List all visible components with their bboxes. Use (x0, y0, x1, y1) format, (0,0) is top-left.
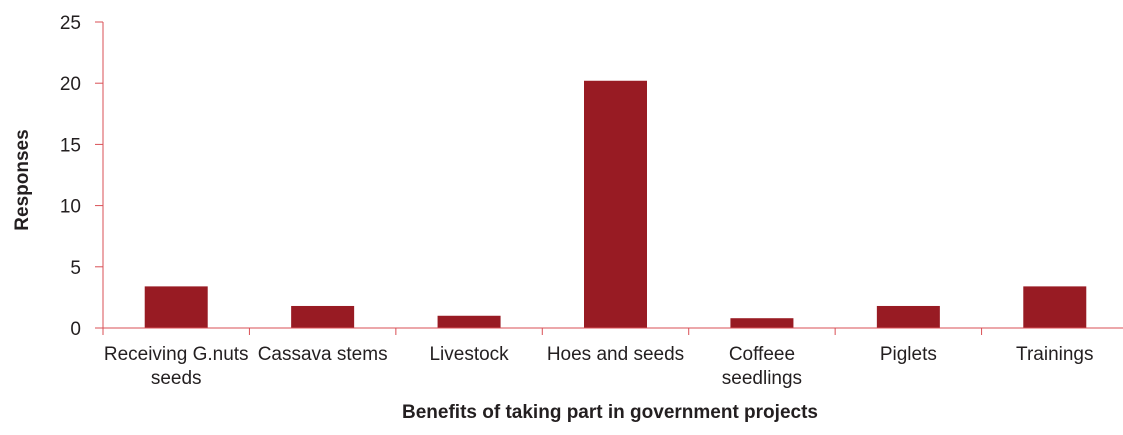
bar (584, 80, 647, 328)
bar (437, 315, 501, 328)
y-tick-label: 0 (70, 319, 81, 340)
bar (876, 305, 940, 328)
x-category-label: Livestock (429, 344, 509, 365)
x-category-label: Hoes and seeds (547, 344, 684, 365)
y-tick-label: 20 (60, 74, 81, 95)
x-category-label: Trainings (1016, 344, 1093, 365)
x-category-label: Coffeee (729, 344, 795, 365)
y-axis-ticks: 0 5 10 15 20 25 (60, 13, 103, 340)
x-category-label: seeds (151, 368, 202, 389)
bars-group (144, 80, 1087, 328)
x-category-label: Piglets (880, 344, 937, 365)
y-tick-label: 10 (60, 197, 81, 218)
x-axis-title: Benefits of taking part in government pr… (402, 402, 818, 423)
x-category-label: Cassava stems (258, 344, 388, 365)
x-category-label: seedlings (722, 368, 802, 389)
x-axis-ticks (102, 328, 983, 335)
y-tick-label: 25 (60, 13, 81, 34)
bar (291, 305, 355, 328)
bar (144, 286, 208, 328)
bar (730, 318, 794, 328)
y-axis-title: Responses (12, 129, 33, 230)
bar (1023, 286, 1087, 328)
x-category-label: Receiving G.nuts (104, 344, 249, 365)
y-tick-label: 5 (70, 258, 81, 279)
y-tick-label: 15 (60, 135, 81, 156)
x-axis-category-labels: Receiving G.nuts seeds Cassava stems Livest… (104, 344, 1094, 389)
